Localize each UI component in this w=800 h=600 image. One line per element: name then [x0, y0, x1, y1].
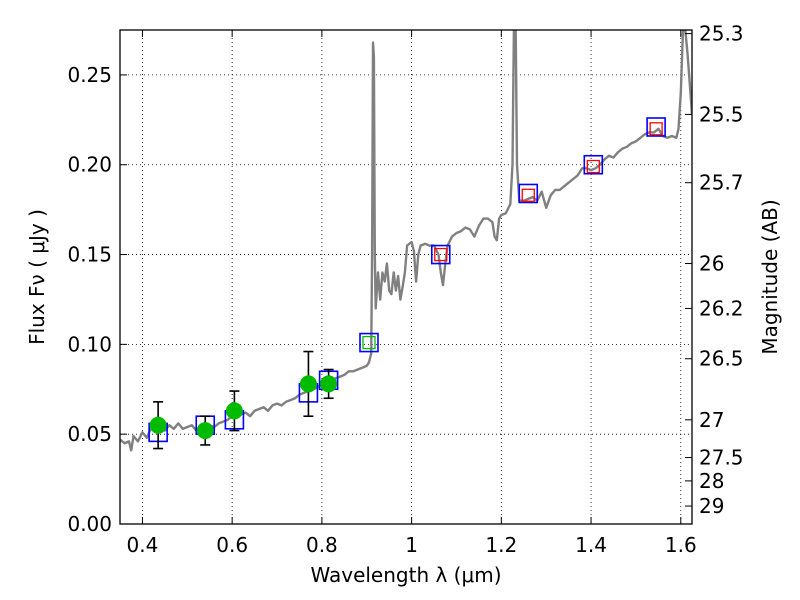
x-tick-label: 1.4 [575, 533, 607, 557]
y-tick-label: 0.00 [67, 512, 112, 536]
nir-photometry-square [649, 122, 663, 136]
y-tick-label: 0.15 [67, 243, 112, 267]
x-tick-label: 0.6 [216, 533, 248, 557]
y2-tick-label: 25.7 [699, 171, 744, 195]
y2-tick-label: 29 [699, 494, 724, 518]
y-tick-label: 0.10 [67, 332, 112, 356]
model-photometry-square [518, 183, 539, 204]
x-tick-label: 1 [405, 533, 418, 557]
y-axis-label: Flux Fν ( μJy ) [25, 209, 49, 345]
model-photometry-square [430, 244, 451, 265]
y2-tick-label: 27 [699, 408, 724, 432]
ticks-layer: 0.4 0.6 0.8 1 1.2 1.4 1.6 0.00 0.05 0.10 0.15 0.20 0… [67, 22, 743, 557]
y2-tick-label: 26 [699, 252, 724, 276]
zband-photometry-square [362, 335, 376, 350]
x-tick-label: 1.2 [485, 533, 517, 557]
plot-frame [119, 29, 693, 525]
y2-tick-label: 25.3 [699, 22, 744, 46]
model-photometry-square [646, 117, 666, 137]
y-tick-label: 0.20 [67, 153, 112, 177]
y2-tick-label: 28 [699, 469, 724, 493]
x-tick-label: 0.4 [127, 533, 159, 557]
y2-tick-label: 26.2 [699, 296, 744, 320]
y-tick-label: 0.25 [67, 63, 112, 87]
observed-photometry-point [320, 375, 338, 393]
y2-axis-label: Magnitude (AB) [758, 199, 782, 354]
x-tick-label: 0.8 [306, 533, 338, 557]
x-axis-label: Wavelength λ (μm) [310, 563, 501, 587]
nir-photometry-square [434, 247, 448, 262]
observed-photometry-point [149, 416, 167, 434]
model-photometry-square [583, 154, 604, 175]
y2-tick-label: 25.5 [699, 102, 744, 126]
y-tick-label: 0.05 [67, 422, 112, 446]
observed-photometry-point [225, 402, 243, 420]
model-photometry-square [359, 332, 379, 353]
nir-photometry-square [586, 159, 600, 174]
x-tick-label: 1.6 [665, 533, 697, 557]
nir-photometry-square [521, 188, 535, 202]
markers-layer [148, 117, 666, 450]
observed-photometry-point [196, 422, 214, 440]
y2-tick-label: 26.5 [699, 347, 744, 371]
y2-tick-label: 27.5 [699, 446, 744, 470]
plot-area [120, 30, 692, 452]
observed-photometry-point [299, 375, 317, 393]
